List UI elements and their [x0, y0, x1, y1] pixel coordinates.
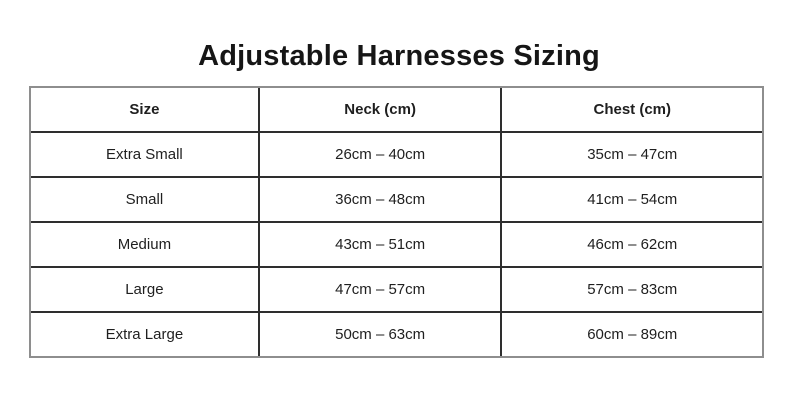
cell-size: Extra Small [31, 133, 260, 178]
cell-size: Small [31, 178, 260, 223]
cell-size: Medium [31, 223, 260, 268]
sizing-table: Size Neck (cm) Chest (cm) Extra Small 26… [29, 86, 764, 358]
cell-neck: 47cm – 57cm [259, 268, 503, 313]
cell-chest: 57cm – 83cm [502, 268, 762, 313]
column-header-chest: Chest (cm) [502, 88, 762, 133]
cell-neck: 43cm – 51cm [259, 223, 503, 268]
table-row: Extra Large 50cm – 63cm 60cm – 89cm [31, 313, 762, 356]
cell-size: Large [31, 268, 260, 313]
cell-neck: 26cm – 40cm [259, 133, 503, 178]
cell-chest: 35cm – 47cm [502, 133, 762, 178]
column-header-neck: Neck (cm) [259, 88, 503, 133]
page-title: Adjustable Harnesses Sizing [198, 40, 600, 72]
table-row: Large 47cm – 57cm 57cm – 83cm [31, 268, 762, 313]
cell-chest: 41cm – 54cm [502, 178, 762, 223]
cell-size: Extra Large [31, 313, 260, 356]
cell-neck: 36cm – 48cm [259, 178, 503, 223]
cell-chest: 60cm – 89cm [587, 326, 678, 343]
cell-chest: 46cm – 62cm [502, 223, 762, 268]
column-header-size: Size [31, 88, 260, 133]
cell-neck: 50cm – 63cm [260, 313, 503, 356]
table-row: Extra Small 26cm – 40cm 35cm – 47cm [31, 133, 762, 178]
table-row: Medium 43cm – 51cm 46cm – 62cm [31, 223, 762, 268]
header-row: Size Neck (cm) Chest (cm) [31, 88, 762, 133]
table-row: Small 36cm – 48cm 41cm – 54cm [31, 178, 762, 223]
